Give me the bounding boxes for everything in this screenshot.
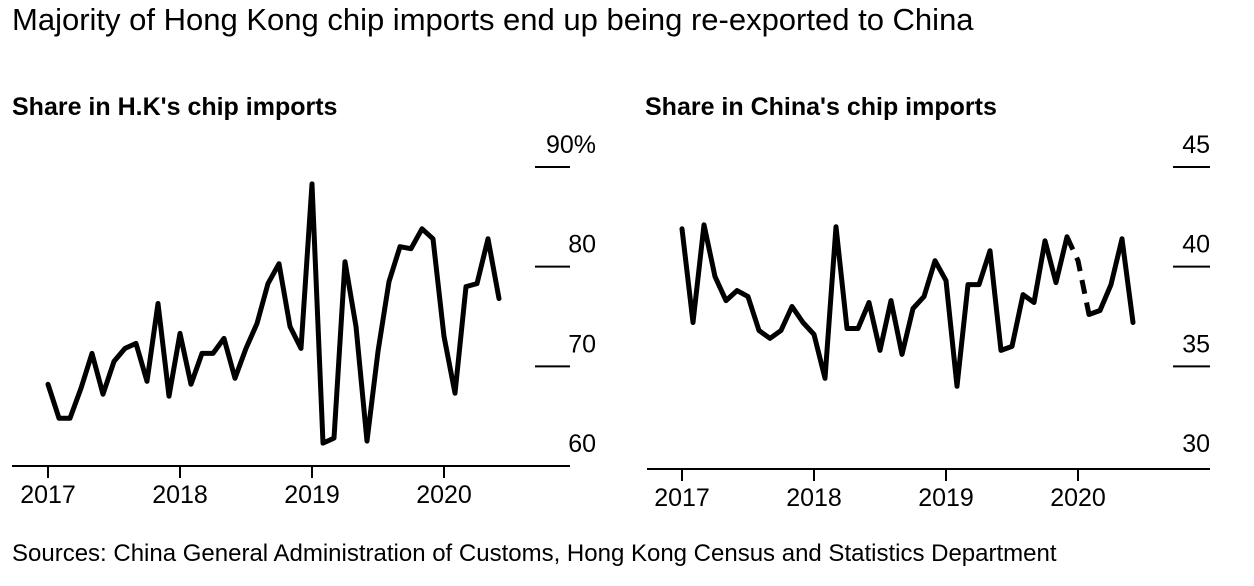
x-tick-label: 2018 xyxy=(152,481,208,509)
hk-share-panel: Share in H.K's chip imports 90% 80 70 60 2017… xyxy=(12,93,596,509)
x-tick-label: 2019 xyxy=(918,484,974,512)
x-tick-label: 2020 xyxy=(1050,484,1106,512)
y-tick-label: 90% xyxy=(546,131,596,159)
y-tick-label: 40 xyxy=(1182,231,1210,259)
series-line xyxy=(45,181,502,446)
y-tick-label: 45 xyxy=(1182,131,1210,159)
x-tick-label: 2017 xyxy=(654,484,710,512)
y-tick-label: 70 xyxy=(568,330,596,358)
series-line-dashed xyxy=(1064,235,1092,316)
y-tick-label: 30 xyxy=(1182,430,1210,458)
series-line xyxy=(679,222,1070,389)
source-note: Sources: China General Administration of… xyxy=(12,540,1057,567)
panel-title: Share in China's chip imports xyxy=(645,93,997,121)
y-tick-label: 80 xyxy=(568,231,596,259)
y-tick-label: 60 xyxy=(568,430,596,458)
series-line xyxy=(1086,236,1136,325)
x-tick-label: 2017 xyxy=(20,481,76,509)
x-tick-label: 2020 xyxy=(416,481,472,509)
x-tick-label: 2019 xyxy=(284,481,340,509)
panel-title: Share in H.K's chip imports xyxy=(12,93,337,121)
y-tick-label: 35 xyxy=(1182,330,1210,358)
x-tick-label: 2018 xyxy=(786,484,842,512)
china-share-panel: Share in China's chip imports 45 40 35 30 201… xyxy=(645,93,1210,512)
chart-title: Majority of Hong Kong chip imports end u… xyxy=(12,2,974,37)
